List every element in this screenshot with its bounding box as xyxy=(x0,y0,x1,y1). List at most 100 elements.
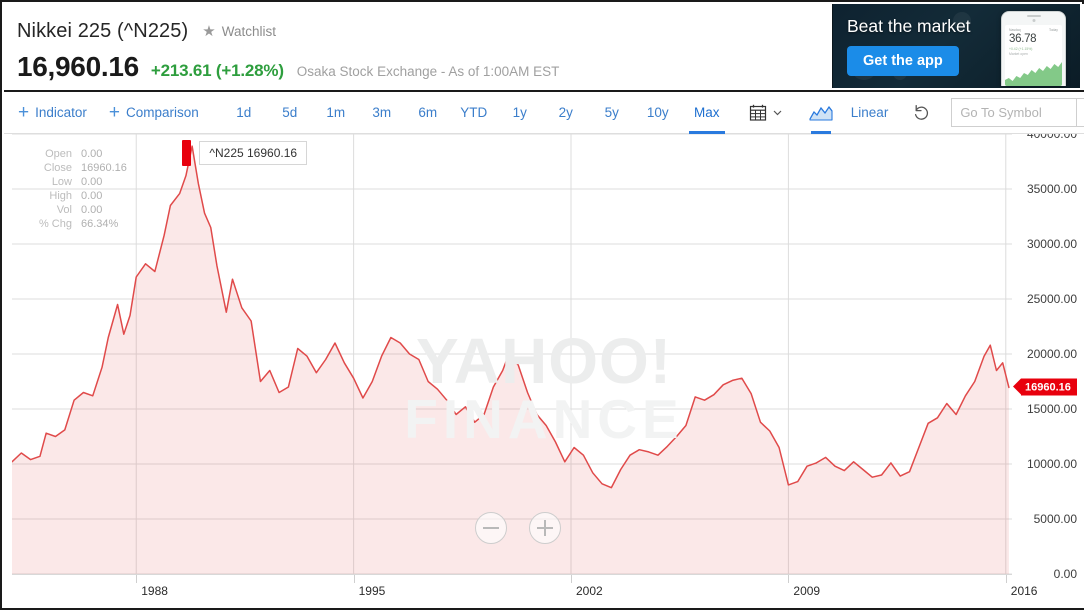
range-label: 6m xyxy=(418,105,438,120)
ohlc-value: 0.00 xyxy=(81,190,103,202)
x-axis-tick-mark xyxy=(353,575,355,583)
ohlc-row: % Chg 66.34% xyxy=(26,217,143,231)
y-axis-tick: 20000.00 xyxy=(1026,347,1077,361)
y-axis-tick: 25000.00 xyxy=(1026,292,1077,306)
chart-container[interactable]: YAHOO! FINANCE Open 0.00 Close 16960.16 xyxy=(4,134,1084,608)
market-status: Osaka Stock Exchange - As of 1:00AM EST xyxy=(296,64,560,79)
reset-chart-button[interactable] xyxy=(912,92,931,134)
range-3m[interactable]: 3m xyxy=(365,92,399,134)
minus-icon xyxy=(483,527,499,529)
ohlc-row: High 0.00 xyxy=(26,189,143,203)
quote-title-row: Nikkei 225 (^N225) ★ Watchlist xyxy=(17,20,276,43)
search-submit-button[interactable] xyxy=(1076,99,1084,126)
go-to-symbol-box xyxy=(951,98,1084,127)
ohlc-row: Low 0.00 xyxy=(26,175,143,189)
range-label: 10y xyxy=(646,105,669,120)
x-axis-tick-mark xyxy=(136,575,138,583)
range-label: 2y xyxy=(558,105,573,120)
phone-speaker-icon xyxy=(1026,15,1041,17)
x-axis-tick: 1988 xyxy=(141,584,168,598)
price-plot[interactable]: Open 0.00 Close 16960.16 Low 0.00 High 0… xyxy=(12,134,1012,574)
ad-bokeh-decor xyxy=(953,12,971,30)
watchlist-button[interactable]: ★ Watchlist xyxy=(202,24,276,39)
y-axis-tick: 40000.00 xyxy=(1026,134,1077,141)
plus-icon: + xyxy=(18,102,30,123)
y-axis-tick: 0.00 xyxy=(1053,567,1077,581)
range-label: Max xyxy=(694,105,720,120)
y-axis-tick: 30000.00 xyxy=(1026,237,1077,251)
ad-phone-mockup: Nasdaq Today 36.78 +0.42 (+1.15%) Market… xyxy=(1001,11,1066,86)
y-axis-tick: 35000.00 xyxy=(1026,182,1077,196)
phone-screen: Nasdaq Today 36.78 +0.42 (+1.15%) Market… xyxy=(1005,25,1062,86)
y-axis-tick: 15000.00 xyxy=(1026,402,1077,416)
ohlc-value: 16960.16 xyxy=(81,162,127,174)
price-change: +213.61 (+1.28%) xyxy=(150,61,284,80)
range-label: 3m xyxy=(372,105,392,120)
series-line xyxy=(12,145,1010,489)
y-axis-tick: 10000.00 xyxy=(1026,457,1077,471)
add-indicator-label: Indicator xyxy=(35,105,87,120)
range-2y[interactable]: 2y xyxy=(549,92,583,134)
x-axis-tick-mark xyxy=(571,575,572,583)
range-max[interactable]: Max xyxy=(687,92,727,134)
page-title: Nikkei 225 (^N225) xyxy=(17,20,189,42)
chevron-down-icon xyxy=(773,110,782,116)
phone-ticker-label: Nasdaq xyxy=(1009,28,1021,32)
range-label: 5d xyxy=(282,105,298,120)
range-ytd[interactable]: YTD xyxy=(457,92,491,134)
y-axis: 40000.00 35000.00 30000.00 25000.00 20000.00… xyxy=(1012,134,1084,581)
vertical-gridlines xyxy=(135,134,1007,574)
series-tooltip-text: ^N225 16960.16 xyxy=(199,141,308,165)
ohlc-value: 0.00 xyxy=(81,176,103,188)
ad-cta-button[interactable]: Get the app xyxy=(847,46,959,76)
active-charttype-underline xyxy=(810,130,831,134)
add-comparison-button[interactable]: + Comparison xyxy=(109,92,199,134)
range-1m[interactable]: 1m xyxy=(319,92,353,134)
zoom-out-button[interactable] xyxy=(475,512,507,544)
x-axis-tick: 2016 xyxy=(1010,584,1038,598)
scale-type-button[interactable]: Linear xyxy=(851,92,889,134)
phone-camera-icon xyxy=(1032,19,1035,22)
ohlc-key: Low xyxy=(51,176,72,188)
range-label: 1m xyxy=(326,105,346,120)
range-10y[interactable]: 10y xyxy=(641,92,675,134)
watchlist-label: Watchlist xyxy=(221,24,276,39)
current-price-flag: 16960.16 xyxy=(1013,378,1077,396)
quote-price-row: 16,960.16 +213.61 (+1.28%) Osaka Stock E… xyxy=(17,51,559,83)
price-area-chart xyxy=(12,134,1012,574)
zoom-in-button[interactable] xyxy=(529,512,561,544)
calendar-grid-icon xyxy=(749,104,766,121)
search-input[interactable] xyxy=(952,99,1077,126)
range-5y[interactable]: 5y xyxy=(595,92,629,134)
ohlc-key: Open xyxy=(45,148,72,160)
active-range-underline xyxy=(688,130,725,134)
mountain-chart-icon xyxy=(809,105,833,121)
phone-market-state: Market open xyxy=(1009,52,1028,56)
phone-quote-change: +0.42 (+1.15%) xyxy=(1009,47,1033,51)
range-label: YTD xyxy=(460,105,488,120)
y-axis-tick: 5000.00 xyxy=(1033,512,1077,526)
add-comparison-label: Comparison xyxy=(126,105,199,120)
last-price: 16,960.16 xyxy=(17,51,139,82)
star-icon: ★ xyxy=(202,23,216,40)
interval-picker-button[interactable] xyxy=(749,92,783,134)
chart-toolbar: + Indicator + Comparison 1d 5d 1m 3m 6m … xyxy=(4,92,1084,134)
ohlc-row: Close 16960.16 xyxy=(26,161,143,175)
ohlc-row: Open 0.00 xyxy=(26,147,143,161)
phone-period-label: Today xyxy=(1048,28,1058,32)
horizontal-gridlines xyxy=(12,134,1012,574)
range-6m[interactable]: 6m xyxy=(411,92,445,134)
ohlc-key: High xyxy=(49,190,72,202)
range-1d[interactable]: 1d xyxy=(227,92,261,134)
x-axis-tick-mark xyxy=(1005,575,1007,583)
advertisement-banner[interactable]: Beat the market Get the app Nasdaq Today… xyxy=(832,4,1080,88)
range-1y[interactable]: 1y xyxy=(503,92,537,134)
ohlc-value: 0.00 xyxy=(81,148,103,160)
add-indicator-button[interactable]: + Indicator xyxy=(18,92,87,134)
ad-headline: Beat the market xyxy=(847,16,971,36)
range-label: 1d xyxy=(236,105,252,120)
chart-type-button[interactable] xyxy=(809,92,833,134)
range-5d[interactable]: 5d xyxy=(273,92,307,134)
scale-label: Linear xyxy=(850,105,889,120)
